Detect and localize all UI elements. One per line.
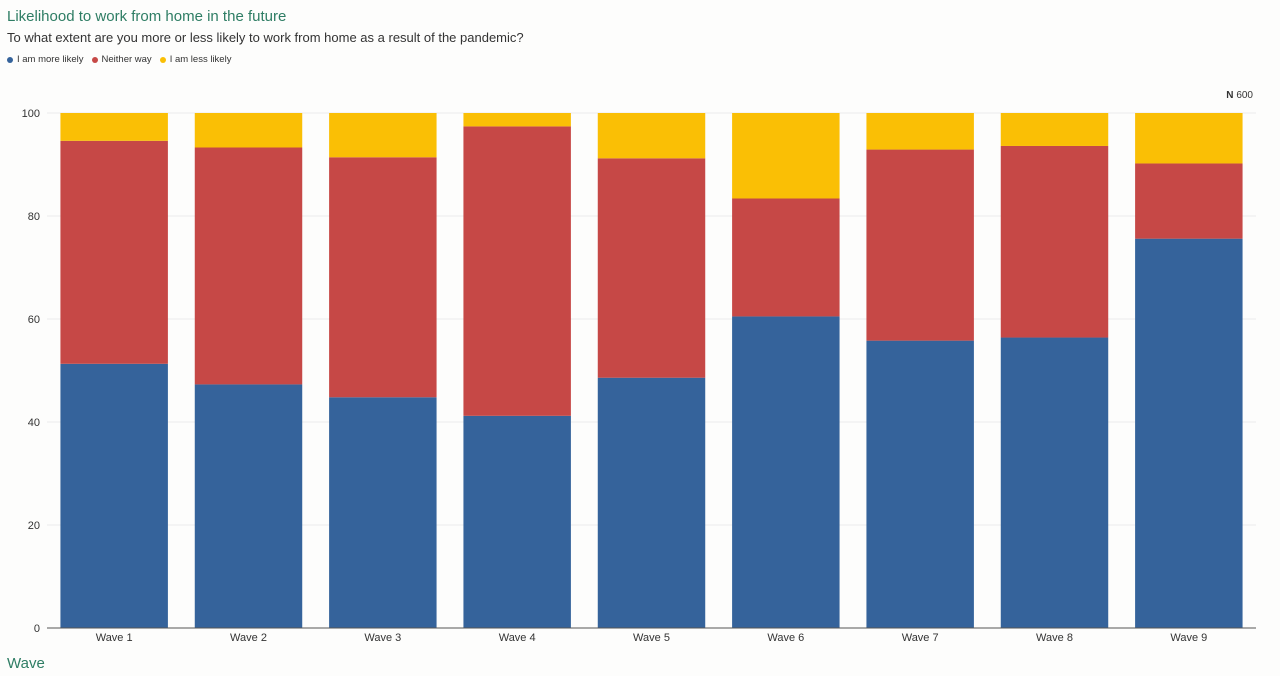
y-tick-label: 40 [28, 417, 40, 429]
y-tick-label: 20 [28, 520, 40, 532]
legend-swatch [7, 56, 13, 63]
x-tick-label: Wave 3 [364, 632, 401, 644]
y-tick-label: 100 [22, 108, 40, 120]
bar-segment [597, 377, 706, 628]
x-axis-title: Wave [7, 655, 45, 672]
bar-segment [597, 113, 706, 159]
bar-segment [1135, 238, 1243, 628]
y-tick-label: 60 [28, 314, 40, 326]
x-tick-label: Wave 4 [499, 632, 536, 644]
bar-segment [866, 113, 974, 150]
x-tick-label: Wave 5 [633, 632, 670, 644]
sample-size-prefix: N [1226, 90, 1234, 101]
bar-segment [866, 340, 974, 628]
bar-segment [1000, 337, 1109, 628]
legend-label: Neither way [101, 54, 152, 65]
bar-segment [1135, 113, 1243, 164]
bar-segment [329, 113, 437, 158]
bar-segment [1135, 163, 1243, 239]
bar-segment [329, 397, 437, 628]
legend-label: I am more likely [17, 54, 84, 65]
bar-segment [1000, 145, 1109, 338]
x-tick-label: Wave 2 [230, 632, 267, 644]
bar-segment [194, 147, 303, 385]
bar-segment [194, 113, 303, 148]
legend-item-less-likely[interactable]: I am less likely [159, 54, 232, 65]
legend-label: I am less likely [169, 54, 232, 65]
bar-segment [866, 149, 974, 341]
bar-segment [60, 113, 168, 141]
bar-segment [1000, 113, 1109, 146]
legend-item-more-likely[interactable]: I am more likely [7, 54, 84, 65]
bar-segment [60, 140, 168, 364]
x-tick-label: Wave 9 [1170, 632, 1207, 644]
bar-segment [463, 126, 571, 416]
chart-subtitle: To what extent are you more or less like… [7, 30, 524, 45]
bar-segment [597, 158, 706, 378]
bar-segment [732, 316, 840, 628]
bar-segment [732, 198, 840, 317]
x-tick-label: Wave 6 [767, 632, 804, 644]
bar-segment [732, 113, 840, 199]
chart-title: Likelihood to work from home in the futu… [7, 8, 287, 25]
legend: I am more likely Neither way I am less l… [7, 54, 231, 65]
bar-segment [463, 113, 571, 127]
sample-size-label: N 600 [1226, 90, 1253, 101]
x-tick-label: Wave 1 [96, 632, 133, 644]
legend-swatch [91, 56, 98, 63]
x-tick-label: Wave 8 [1036, 632, 1073, 644]
bar-segment [463, 415, 571, 628]
y-tick-label: 0 [34, 623, 40, 635]
legend-swatch [159, 56, 166, 63]
bar-segment [194, 384, 303, 628]
y-tick-label: 80 [28, 211, 40, 223]
bar-segment [60, 363, 168, 628]
sample-size-value: 600 [1236, 90, 1253, 101]
legend-item-neither-way[interactable]: Neither way [91, 54, 152, 65]
bar-segment [329, 157, 437, 398]
x-tick-label: Wave 7 [902, 632, 939, 644]
